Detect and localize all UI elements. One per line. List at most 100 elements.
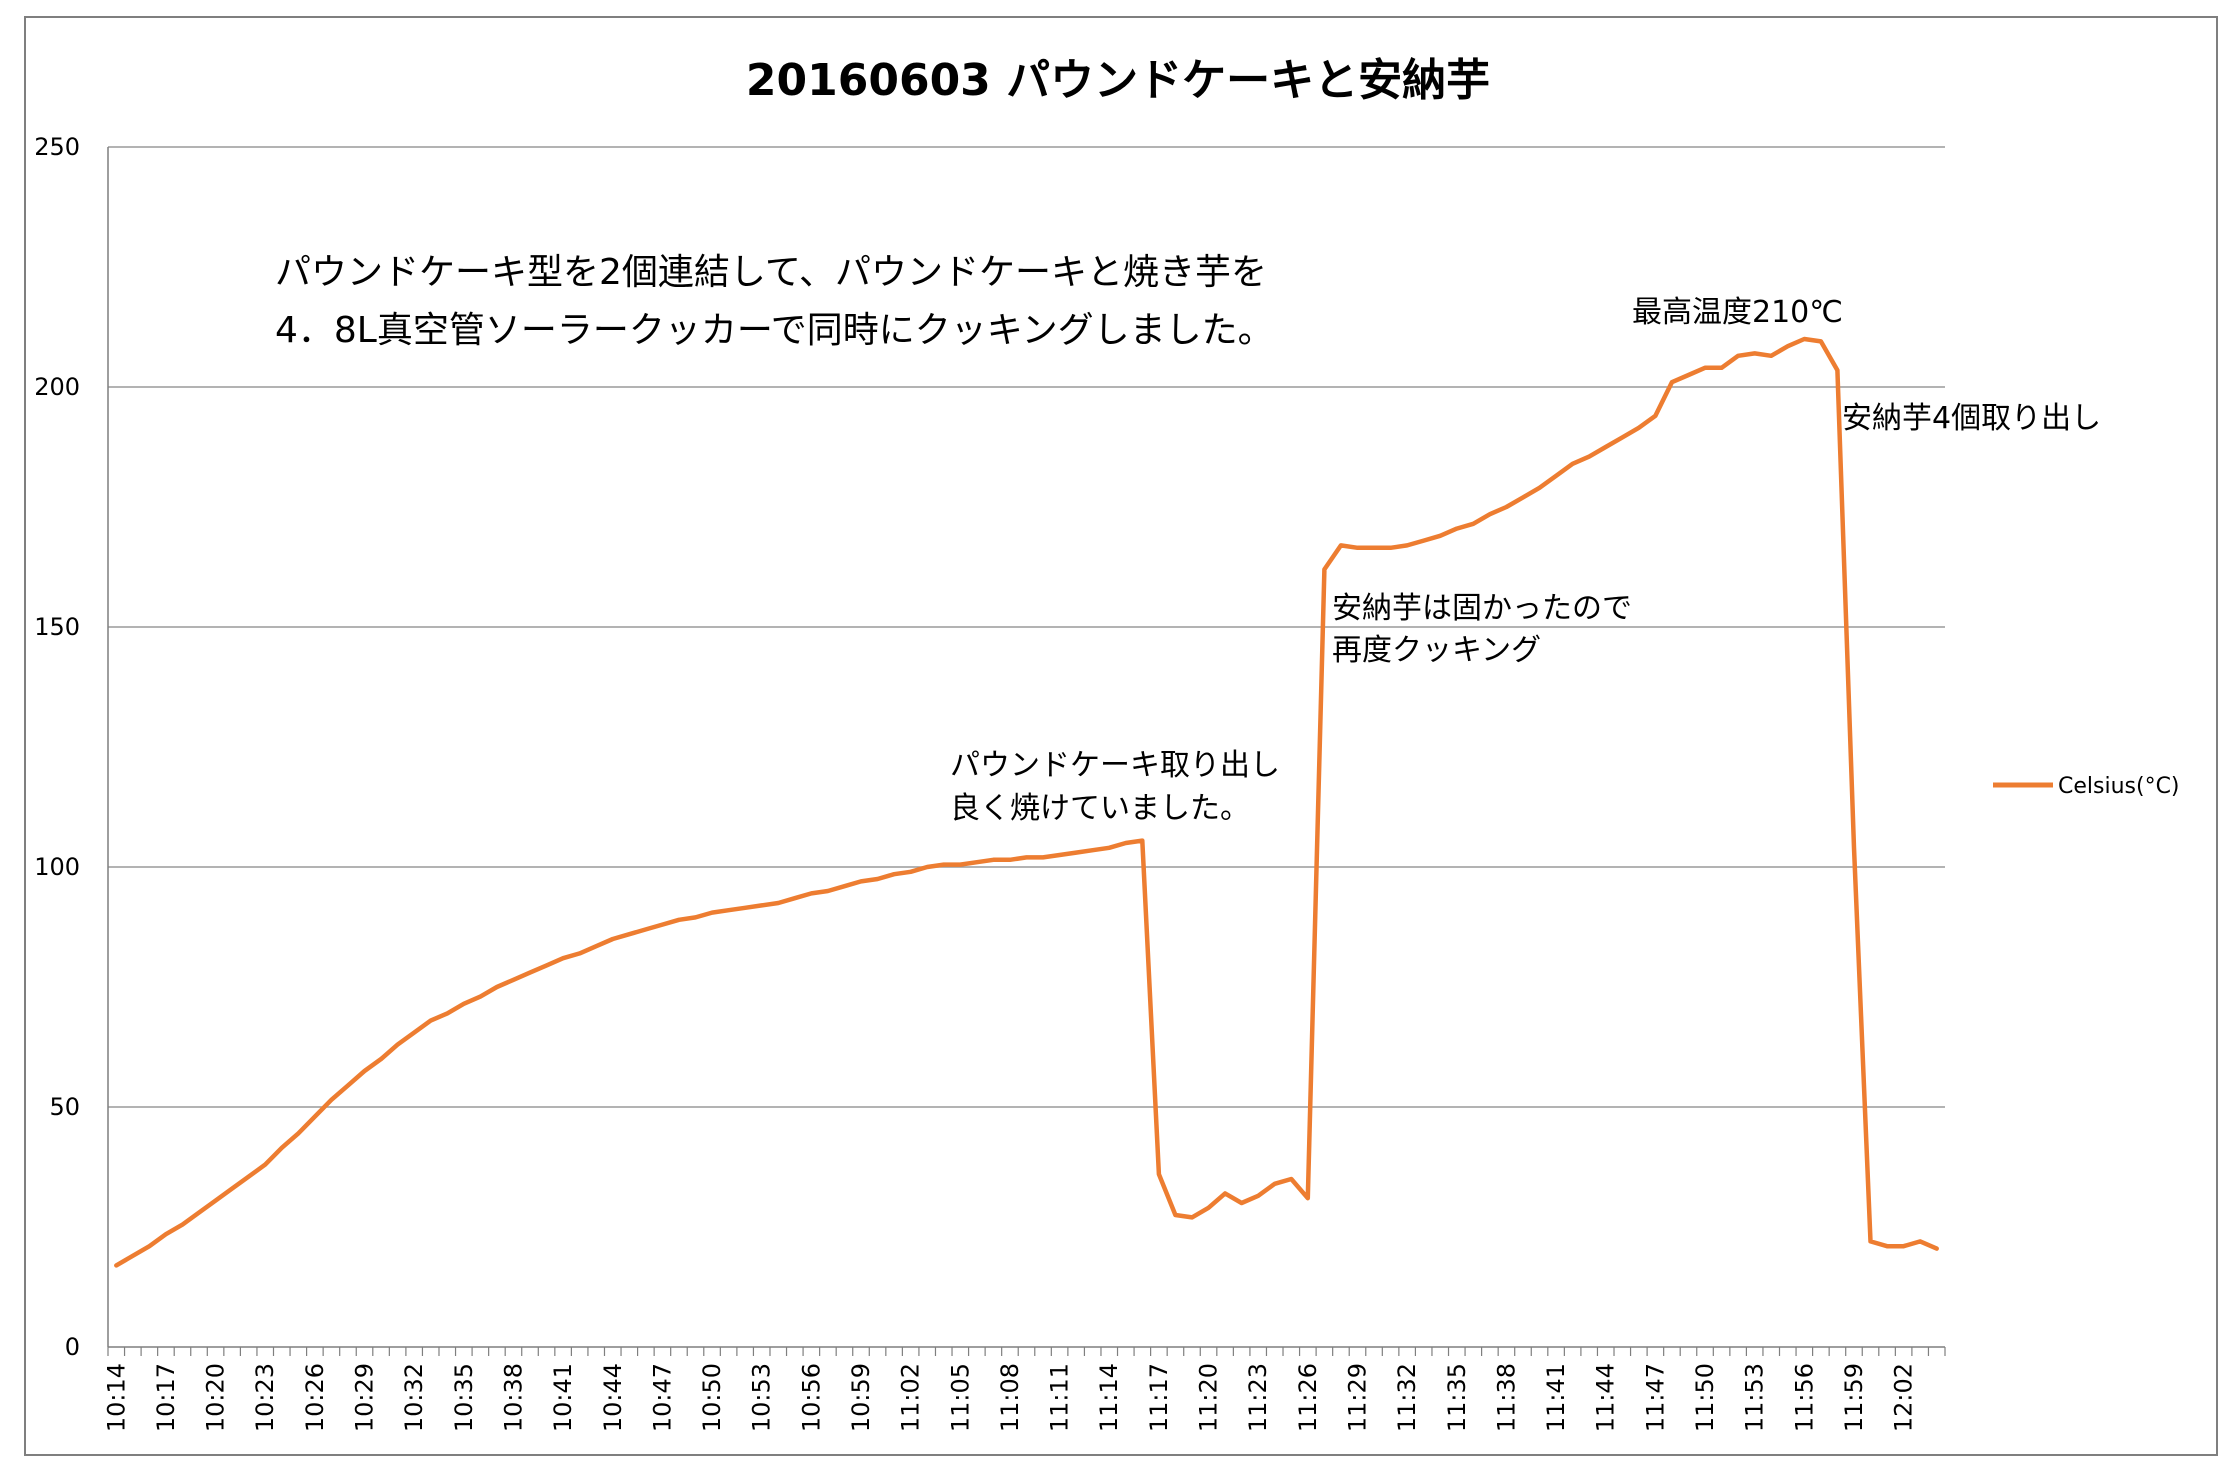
data-point: [313, 1115, 317, 1119]
x-tick-label-1111: 11:11: [1046, 1363, 1074, 1432]
y-tick-label-250: 250: [34, 133, 80, 161]
annotation-imo-removed: 安納芋4個取り出し: [1842, 401, 2101, 436]
x-tick-label-1026: 10:26: [301, 1363, 329, 1432]
data-point: [1703, 366, 1707, 370]
data-point: [1571, 462, 1575, 466]
data-point: [1041, 855, 1045, 859]
annotation-cake-removed-line-2: 良く焼けていました。: [950, 791, 1250, 826]
data-point: [1554, 474, 1558, 478]
data-point: [958, 863, 962, 867]
data-point: [876, 877, 880, 881]
chart-title: 20160603 パウンドケーキと安納芋: [746, 55, 1490, 106]
data-point: [412, 1031, 416, 1035]
data-point: [892, 872, 896, 876]
data-point: [1538, 486, 1542, 490]
data-point: [1471, 522, 1475, 526]
x-axis-ticks: 10:14 10:17 10:20 10:23 10:26 10:29 10:32 10:35…: [102, 1363, 1917, 1432]
data-point: [263, 1163, 267, 1167]
data-point: [131, 1254, 135, 1258]
data-point: [1521, 495, 1525, 499]
data-point: [611, 937, 615, 941]
data-point: [1604, 445, 1608, 449]
data-point: [114, 1263, 118, 1267]
x-tick-label-1032: 10:32: [400, 1363, 428, 1432]
data-point: [627, 932, 631, 936]
x-tick-label-1135: 11:35: [1443, 1363, 1471, 1432]
x-tick-label-1035: 10:35: [450, 1363, 478, 1432]
x-tick-label-1123: 11:23: [1244, 1363, 1272, 1432]
data-point: [1835, 368, 1839, 372]
data-point: [1786, 344, 1790, 348]
data-point: [1173, 1213, 1177, 1217]
x-tick-label-1102: 11:02: [897, 1363, 925, 1432]
x-tick-label-1056: 10:56: [797, 1363, 825, 1432]
x-tick-label-1108: 11:08: [996, 1363, 1024, 1432]
data-point: [429, 1019, 433, 1023]
data-point: [512, 978, 516, 982]
x-tick-label-1044: 10:44: [599, 1363, 627, 1432]
data-point: [1025, 855, 1029, 859]
data-point: [445, 1011, 449, 1015]
data-point: [975, 860, 979, 864]
data-point: [197, 1211, 201, 1215]
series-line-celsius: [114, 336, 1939, 1268]
data-point: [545, 963, 549, 967]
data-point: [694, 915, 698, 919]
data-point: [1504, 505, 1508, 509]
x-tick-label-1159: 11:59: [1840, 1363, 1868, 1432]
x-tick-label-1153: 11:53: [1741, 1363, 1769, 1432]
data-point: [1058, 853, 1062, 857]
data-point: [1455, 527, 1459, 531]
data-point: [677, 918, 681, 922]
x-tick-label-1202: 12:02: [1890, 1363, 1918, 1432]
data-point: [528, 971, 532, 975]
x-tick-label-1126: 11:26: [1294, 1363, 1322, 1432]
x-tick-label-1041: 10:41: [549, 1363, 577, 1432]
data-point: [776, 901, 780, 905]
data-point: [1869, 1239, 1873, 1243]
data-point: [1289, 1177, 1293, 1181]
data-point: [1935, 1247, 1939, 1251]
data-point: [1372, 546, 1376, 550]
data-point: [826, 889, 830, 893]
data-point: [1091, 848, 1095, 852]
data-point: [1074, 851, 1078, 855]
x-tick-label-1029: 10:29: [351, 1363, 379, 1432]
data-point: [1488, 512, 1492, 516]
data-point: [1339, 543, 1343, 547]
data-point: [1802, 337, 1806, 341]
data-point: [743, 906, 747, 910]
x-tick-label-1141: 11:41: [1542, 1363, 1570, 1432]
data-point: [214, 1199, 218, 1203]
annotation-recook-line-1: 安納芋は固かったので: [1332, 591, 1632, 626]
data-point: [1769, 354, 1773, 358]
data-point: [1918, 1239, 1922, 1243]
data-point: [1107, 846, 1111, 850]
x-tick-label-1144: 11:44: [1592, 1363, 1620, 1432]
data-point: [1902, 1244, 1906, 1248]
data-point: [1322, 567, 1326, 571]
data-point: [760, 903, 764, 907]
legend: Celsius(°C): [1993, 774, 2180, 799]
data-point: [1687, 373, 1691, 377]
data-point: [991, 858, 995, 862]
data-point: [1356, 546, 1360, 550]
data-point: [1670, 380, 1674, 384]
data-point: [1240, 1201, 1244, 1205]
data-point: [1637, 426, 1641, 430]
x-tick-label-1020: 10:20: [202, 1363, 230, 1432]
annotation-cake-removed-line-1: パウンドケーキ取り出し: [950, 748, 1280, 783]
x-tick-label-1053: 10:53: [748, 1363, 776, 1432]
annotation-recook-line-2: 再度クッキング: [1332, 633, 1541, 668]
data-point: [1405, 543, 1409, 547]
x-tick-label-1138: 11:38: [1492, 1363, 1520, 1432]
y-tick-label-100: 100: [34, 853, 80, 881]
x-tick-label-1114: 11:14: [1095, 1363, 1123, 1432]
annotation-main-line-1: パウンドケーキ型を2個連結して、パウンドケーキと焼き芋を: [275, 252, 1267, 293]
data-point: [1140, 839, 1144, 843]
data-point: [1720, 366, 1724, 370]
x-tick-label-1023: 10:23: [251, 1363, 279, 1432]
data-point: [644, 927, 648, 931]
data-point: [1885, 1244, 1889, 1248]
